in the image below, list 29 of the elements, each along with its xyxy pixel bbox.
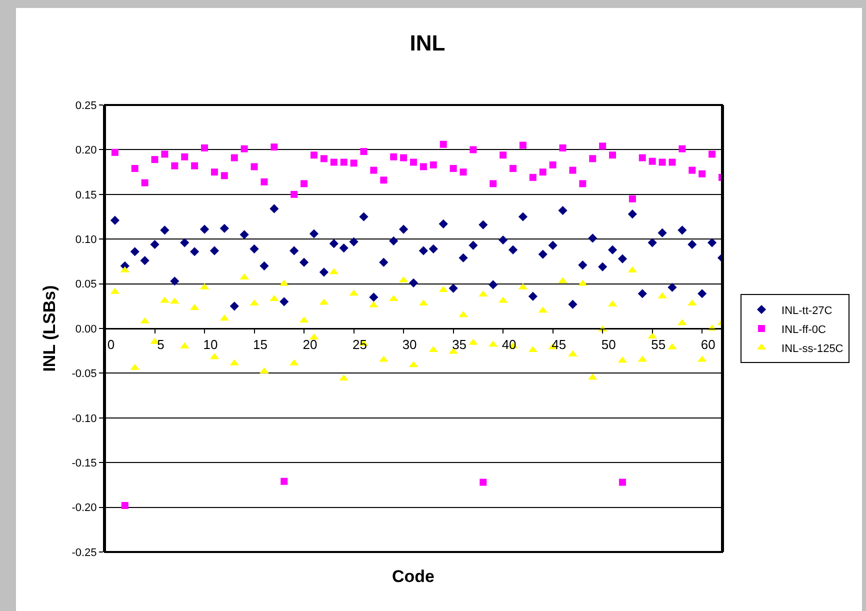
y-tick-label: -0.10 xyxy=(72,412,97,425)
x-tick-label: 0 xyxy=(107,337,115,352)
y-tick-label: 0.25 xyxy=(75,100,97,112)
x-tick-label: 55 xyxy=(651,337,666,352)
y-tick-label: -0.15 xyxy=(72,457,97,470)
y-tick-label: 0.15 xyxy=(75,189,97,202)
chart-title: INL xyxy=(410,30,446,56)
y-tick-label: -0.05 xyxy=(72,368,97,380)
y-axis-title: INL (LSBs) xyxy=(40,285,59,372)
x-tick-label: 45 xyxy=(552,337,566,352)
y-tick-label: 0.05 xyxy=(75,278,97,291)
y-tick-label: 0.00 xyxy=(75,323,97,336)
x-tick-label: 60 xyxy=(700,337,716,352)
x-tick-label: 35 xyxy=(452,337,467,352)
x-tick-label: 25 xyxy=(352,337,368,352)
x-tick-label: 5 xyxy=(157,337,164,352)
x-tick-label: 50 xyxy=(601,337,616,352)
x-tick-label: 15 xyxy=(253,337,268,352)
x-axis-title: Code xyxy=(392,567,434,586)
y-tick-label: 0.10 xyxy=(75,234,97,246)
x-tick-label: 10 xyxy=(203,337,218,352)
x-tick-label: 20 xyxy=(302,337,318,352)
legend-label: INL-ff-0C xyxy=(782,324,826,336)
y-tick-label: -0.20 xyxy=(72,502,97,514)
y-tick-label: 0.20 xyxy=(75,144,97,157)
x-tick-label: 30 xyxy=(402,337,417,352)
y-tick-label: -0.25 xyxy=(72,546,97,559)
legend-label: INL-tt-27C xyxy=(782,304,832,317)
legend-label: INL-ss-125C xyxy=(782,342,844,355)
